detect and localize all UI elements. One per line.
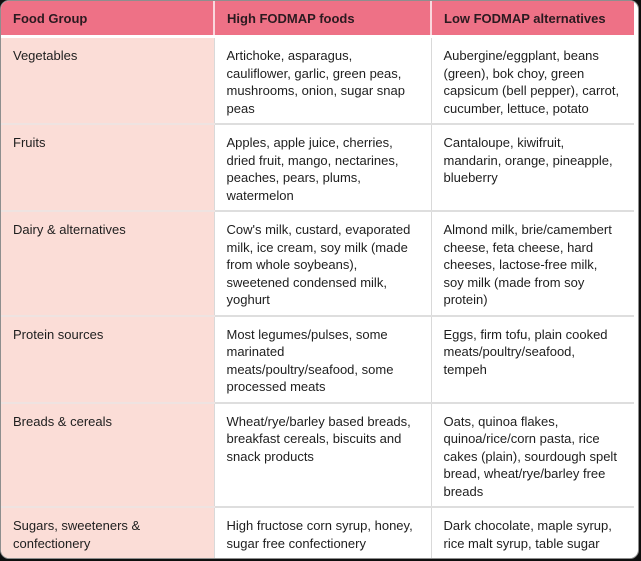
table-row: Dairy & alternatives Cow's milk, custard… bbox=[1, 211, 634, 317]
cell-low-fodmap: Almond milk, brie/camembert cheese, feta… bbox=[431, 211, 634, 317]
cell-low-fodmap: Eggs, firm tofu, plain cooked meats/poul… bbox=[431, 315, 634, 404]
column-header-food-group: Food Group bbox=[1, 1, 215, 38]
table-row: Protein sources Most legumes/pulses, som… bbox=[1, 315, 634, 404]
cell-food-group: Fruits bbox=[1, 124, 215, 212]
cell-high-fodmap: Apples, apple juice, cherries, dried fru… bbox=[214, 124, 432, 212]
cell-food-group: Sugars, sweeteners & confectionery bbox=[1, 507, 215, 558]
table-row: Vegetables Artichoke, asparagus, caulifl… bbox=[1, 36, 634, 125]
table-row: Fruits Apples, apple juice, cherries, dr… bbox=[1, 124, 634, 212]
table-row: Breads & cereals Wheat/rye/barley based … bbox=[1, 402, 634, 508]
cell-food-group: Vegetables bbox=[1, 36, 215, 125]
cell-high-fodmap: High fructose corn syrup, honey, sugar f… bbox=[214, 507, 432, 558]
cell-food-group: Protein sources bbox=[1, 315, 215, 404]
cell-low-fodmap: Dark chocolate, maple syrup, rice malt s… bbox=[431, 507, 634, 558]
table-row: Sugars, sweeteners & confectionery High … bbox=[1, 507, 634, 558]
cell-food-group: Breads & cereals bbox=[1, 402, 215, 508]
cell-high-fodmap: Wheat/rye/barley based breads, breakfast… bbox=[214, 402, 432, 508]
column-header-low-fodmap: Low FODMAP alternatives bbox=[431, 1, 634, 38]
cell-high-fodmap: Cow's milk, custard, evaporated milk, ic… bbox=[214, 211, 432, 317]
cell-high-fodmap: Most legumes/pulses, some marinated meat… bbox=[214, 315, 432, 404]
header-row: Food Group High FODMAP foods Low FODMAP … bbox=[1, 1, 634, 38]
cell-low-fodmap: Aubergine/eggplant, beans (green), bok c… bbox=[431, 36, 634, 125]
cell-high-fodmap: Artichoke, asparagus, cauliflower, garli… bbox=[214, 36, 432, 125]
column-header-high-fodmap: High FODMAP foods bbox=[214, 1, 432, 38]
cell-low-fodmap: Cantaloupe, kiwifruit, mandarin, orange,… bbox=[431, 124, 634, 212]
cell-low-fodmap: Oats, quinoa flakes, quinoa/rice/corn pa… bbox=[431, 402, 634, 508]
cell-food-group: Dairy & alternatives bbox=[1, 211, 215, 317]
